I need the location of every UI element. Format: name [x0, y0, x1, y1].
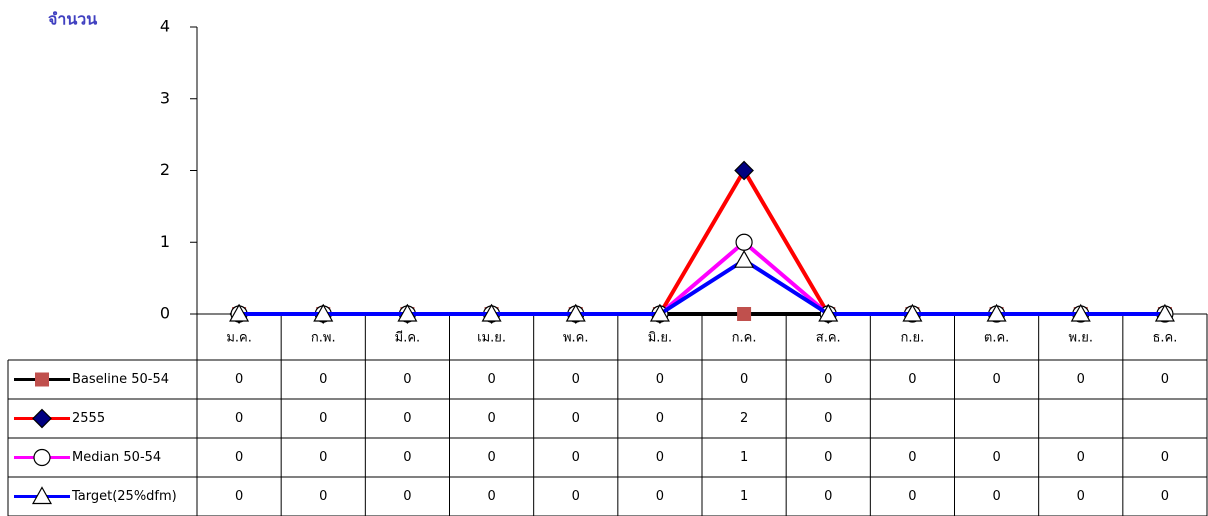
table-cell: 0	[235, 411, 243, 426]
table-cell: 0	[235, 489, 243, 504]
series-marker	[734, 160, 754, 181]
table-cell: 0	[992, 372, 1000, 387]
table-cell: 0	[656, 489, 664, 504]
y-tick-label: 0	[160, 304, 170, 323]
table-cell: 0	[1077, 450, 1085, 465]
table-cell: 0	[824, 411, 832, 426]
series-marker	[229, 303, 250, 322]
legend-marker	[32, 408, 52, 429]
table-cell: 0	[1161, 450, 1169, 465]
x-tick-label: ต.ค.	[984, 331, 1009, 346]
table-cell: 0	[740, 372, 748, 387]
y-tick-label: 4	[160, 17, 170, 36]
series-marker	[818, 303, 839, 322]
series-marker	[649, 303, 670, 322]
x-tick-label: ส.ค.	[816, 331, 841, 346]
table-cell: 0	[235, 372, 243, 387]
table-cell: 0	[319, 411, 327, 426]
table-cell: 0	[403, 450, 411, 465]
x-tick-label: พ.ค.	[563, 331, 589, 346]
y-tick-label: 2	[160, 160, 170, 179]
x-tick-label: พ.ย.	[1069, 331, 1093, 346]
table-cell: 0	[992, 489, 1000, 504]
series-marker	[737, 307, 752, 321]
legend-label: Median 50-54	[72, 450, 161, 465]
series-line	[239, 239, 1165, 316]
table-cell: 0	[403, 411, 411, 426]
series-marker	[1154, 303, 1175, 322]
table-cell: 0	[487, 372, 495, 387]
table-cell: 0	[1161, 372, 1169, 387]
table-cell: 0	[1077, 489, 1085, 504]
series-marker	[397, 303, 418, 322]
legend-marker	[31, 486, 53, 505]
table-cell: 0	[403, 372, 411, 387]
table-cell: 0	[319, 489, 327, 504]
table-cell: 0	[656, 450, 664, 465]
series-marker	[735, 233, 753, 251]
x-tick-label: ก.ค.	[732, 331, 757, 346]
series-marker	[565, 303, 586, 322]
table-cell: 0	[908, 450, 916, 465]
x-tick-label: ธ.ค.	[1152, 331, 1177, 346]
legend-marker	[33, 448, 51, 467]
table-cell: 0	[656, 372, 664, 387]
table-cell: 1	[740, 489, 748, 504]
legend-label: 2555	[72, 411, 105, 426]
y-tick-label: 1	[160, 232, 170, 251]
series-marker	[481, 303, 502, 322]
table-cell: 0	[235, 450, 243, 465]
series-marker	[734, 249, 755, 268]
table-cell: 0	[656, 411, 664, 426]
table-cell: 0	[487, 489, 495, 504]
y-tick-label: 3	[160, 88, 170, 107]
table-cell: 2	[740, 411, 748, 426]
table-cell: 0	[1077, 372, 1085, 387]
table-cell: 0	[824, 489, 832, 504]
table-cell: 0	[908, 372, 916, 387]
x-tick-label: มี.ค.	[395, 330, 421, 346]
table-cell: 0	[319, 372, 327, 387]
table-cell: 0	[487, 411, 495, 426]
table-cell: 0	[572, 411, 580, 426]
table-cell: 0	[824, 372, 832, 387]
legend-label: Baseline 50-54	[72, 372, 169, 387]
x-tick-label: เม.ย.	[477, 331, 506, 346]
legend-marker	[35, 372, 49, 387]
table-cell: 0	[824, 450, 832, 465]
x-tick-label: มิ.ย.	[648, 331, 672, 346]
table-cell: 0	[572, 489, 580, 504]
table-cell: 0	[1161, 489, 1169, 504]
table-cell: 0	[319, 450, 327, 465]
series-line	[239, 257, 1165, 316]
table-cell: 0	[572, 450, 580, 465]
table-cell: 0	[403, 489, 411, 504]
legend-label: Target(25%dfm)	[71, 489, 177, 504]
table-cell: 0	[572, 372, 580, 387]
table-cell: 0	[992, 450, 1000, 465]
x-tick-label: ก.ย.	[901, 331, 925, 346]
x-tick-label: ก.พ.	[311, 331, 336, 346]
table-cell: 0	[487, 450, 495, 465]
series-marker	[1070, 303, 1091, 322]
y-axis-label: จำนวน	[48, 10, 97, 29]
x-tick-label: ม.ค.	[226, 331, 252, 346]
series-marker	[902, 303, 923, 322]
table-cell: 0	[908, 489, 916, 504]
series-marker	[986, 303, 1007, 322]
series-marker	[313, 303, 334, 322]
table-cell: 1	[740, 450, 748, 465]
